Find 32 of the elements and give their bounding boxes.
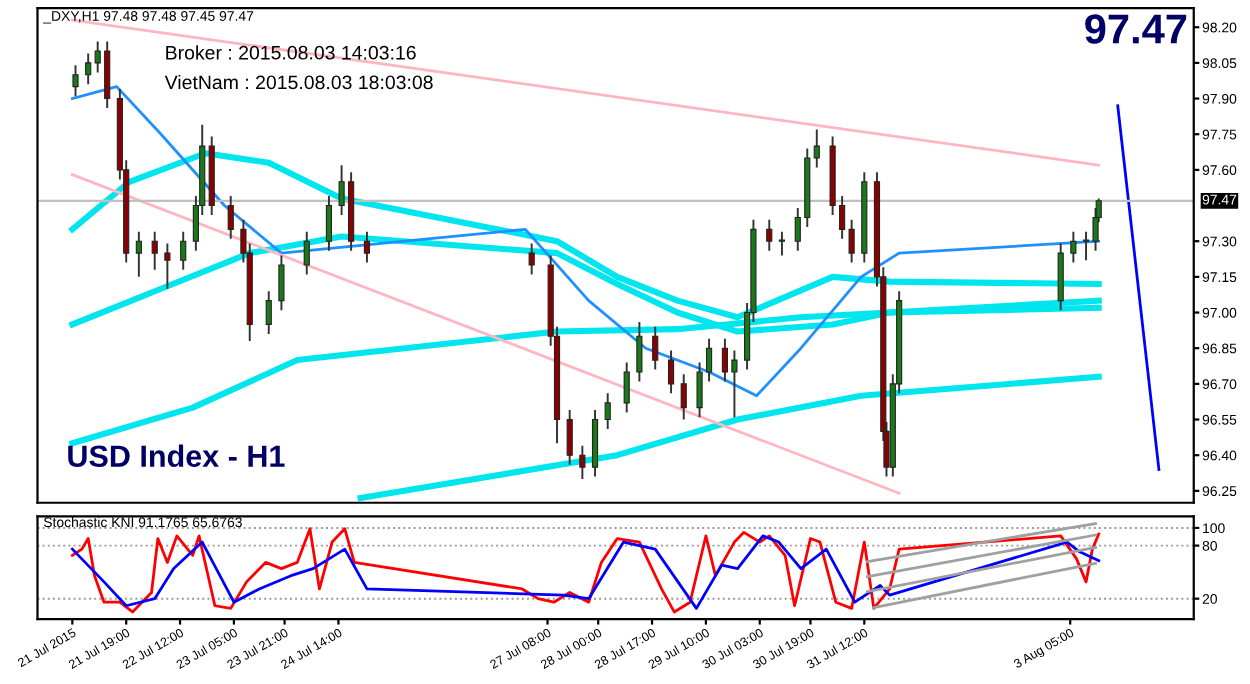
candlestick [652,325,659,371]
candlestick [778,230,786,257]
candlestick [528,242,535,276]
candlestick [1057,242,1064,312]
candlestick [623,361,630,414]
candlestick [680,373,687,421]
candlestick [566,409,573,466]
candlestick [363,230,371,264]
candlestick [151,230,158,271]
candlestick [813,128,820,169]
line-series [357,373,1102,502]
candlestick [579,444,586,480]
candlestick [227,195,234,240]
candlestick [180,230,187,271]
candlestick [591,409,599,478]
annotation: 97.47 [1085,14,1187,44]
candlestick [325,195,333,252]
candlestick [303,230,310,276]
candlestick [72,64,79,98]
candlestick [278,254,285,312]
candlestick [667,349,675,395]
annotation: VietNam : 2015.08.03 18:03:08 [164,74,433,90]
candlestick [1070,230,1077,264]
candlestick [135,230,142,278]
candlestick [766,218,773,252]
candlestick [604,392,611,431]
annotation: USD Index - H1 [68,444,285,468]
candlestick [265,290,272,335]
candlestick [85,52,92,86]
candlestick [164,242,171,290]
candlestick [636,321,643,383]
annotation: Broker : 2015.08.03 14:03:16 [166,45,416,60]
